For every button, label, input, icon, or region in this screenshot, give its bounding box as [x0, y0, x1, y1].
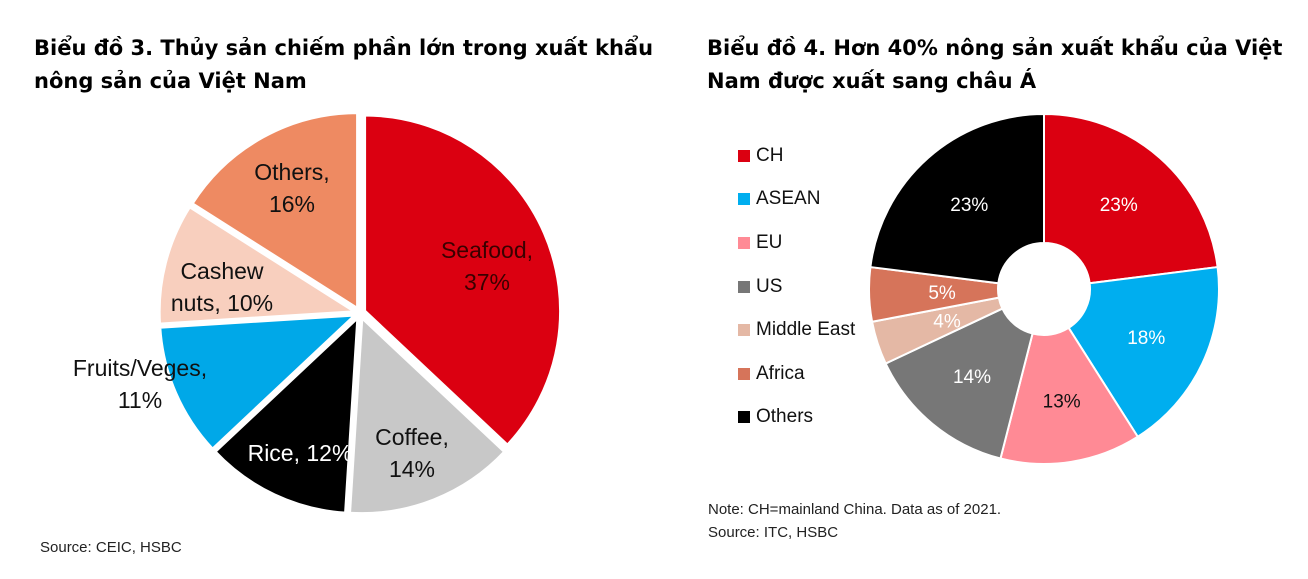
chart2-note: Note: CH=mainland China. Data as of 2021…	[708, 501, 1002, 518]
chart2-label-middle-east: 4%	[933, 312, 961, 333]
legend-swatch-us	[738, 280, 750, 293]
chart2-slice-ch	[1043, 112, 1219, 285]
legend-label-us: US	[756, 275, 783, 297]
legend-label-others: Others	[756, 406, 814, 428]
chart1-label-cashew-nuts: Cashew nuts, 10%	[171, 258, 273, 316]
chart2-title: Biểu đồ 4. Hơn 40% nông sản xuất khẩu củ…	[707, 36, 1283, 93]
legend-item-ch: CH	[738, 134, 855, 178]
legend-swatch-middle-east	[738, 324, 750, 337]
legend-item-others: Others	[738, 396, 855, 440]
chart2-slice-eu	[999, 326, 1140, 465]
legend-item-africa: Africa	[738, 352, 855, 396]
chart1-label-coffee: Coffee, 14%	[375, 424, 449, 482]
chart1-label-seafood: Seafood, 37%	[441, 237, 533, 295]
chart2-label-ch: 23%	[1100, 195, 1138, 216]
chart2-label-us: 14%	[953, 367, 991, 388]
legend-label-ch: CH	[756, 144, 784, 166]
legend-swatch-asean	[738, 193, 750, 206]
legend-item-asean: ASEAN	[738, 178, 855, 222]
legend-label-asean: ASEAN	[756, 188, 821, 210]
chart1-source: Source: CEIC, HSBC	[40, 539, 182, 556]
legend-label-middle-east: Middle East	[756, 319, 856, 341]
legend-swatch-ch	[738, 149, 750, 162]
legend-item-middle-east: Middle East	[738, 308, 855, 352]
chart1-slice-cashew-nuts	[157, 204, 360, 326]
chart2-slice-others	[869, 112, 1045, 285]
legend-item-us: US	[738, 265, 855, 309]
chart2-label-asean: 18%	[1127, 328, 1165, 349]
chart2-label-africa: 5%	[928, 283, 956, 304]
chart1-label-rice: Rice, 12%	[248, 440, 353, 466]
chart1-label-others: Others, 16%	[254, 159, 329, 217]
chart1-slice-others	[190, 111, 360, 312]
chart2-label-eu: 13%	[1043, 392, 1081, 413]
chart1-slice-rice	[212, 313, 360, 515]
chart2-slice-asean	[1067, 265, 1220, 439]
legend-swatch-others	[738, 411, 750, 424]
legend-label-eu: EU	[756, 231, 783, 253]
legend-swatch-africa	[738, 367, 750, 380]
chart2-legend: CH ASEAN EU US Middle East Africa Others	[738, 134, 855, 439]
chart1-label-fruits-veges: Fruits/Veges, 11%	[73, 355, 207, 413]
chart1-slice-fruits-veges	[158, 313, 360, 452]
chart2-source: Source: ITC, HSBC	[708, 524, 839, 541]
chart1-slice-seafood	[363, 113, 563, 448]
legend-swatch-eu	[738, 236, 750, 249]
chart2-slice-us	[884, 307, 1034, 460]
legend-item-eu: EU	[738, 221, 855, 265]
chart1-title: Biểu đồ 3. Thủy sản chiếm phần lớn trong…	[34, 36, 654, 93]
chart1-slice-coffee	[347, 314, 507, 516]
legend-label-africa: Africa	[756, 362, 805, 384]
chart2-label-others: 23%	[950, 195, 988, 216]
